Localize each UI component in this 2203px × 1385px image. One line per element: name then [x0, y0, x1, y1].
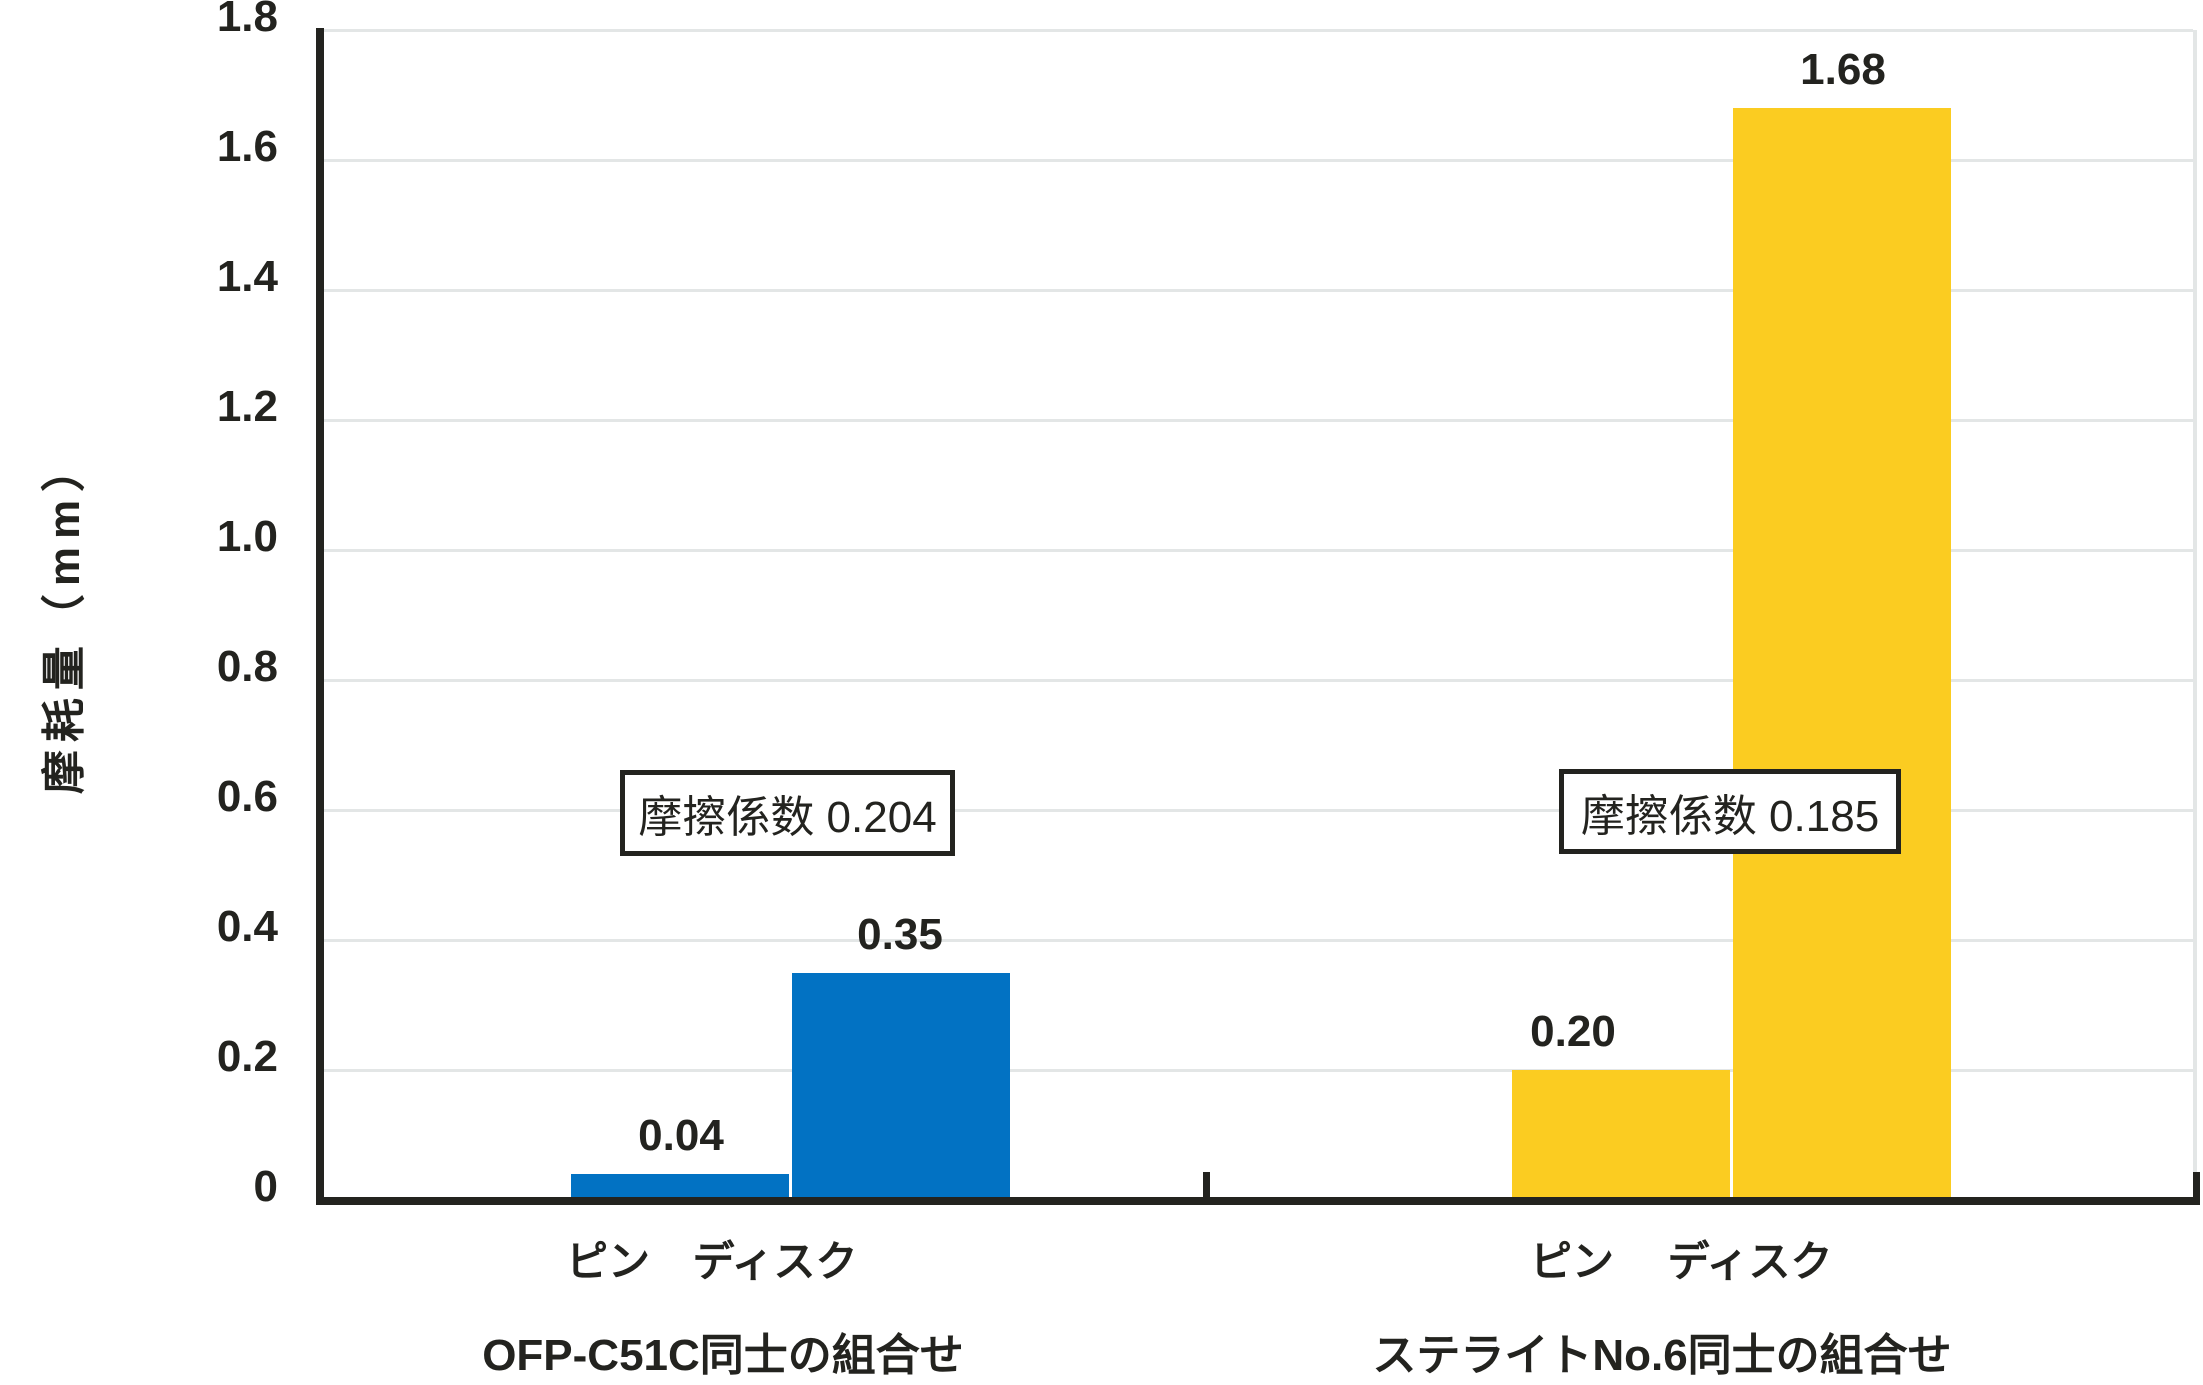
gridline — [324, 679, 2193, 682]
gridline — [324, 1069, 2193, 1072]
bar-value-label: 0.35 — [857, 910, 943, 959]
gridline — [324, 159, 2193, 162]
x-axis-line — [316, 1197, 2200, 1205]
category-label-pin: ピン — [565, 1238, 651, 1285]
bar-left-disk — [792, 973, 1010, 1200]
y-tick-label: 1.6 — [216, 122, 278, 171]
annotation-friction-coefficient-left-text: 摩擦係数 0.204 — [638, 793, 937, 842]
bar-value-label: 1.68 — [1800, 45, 1886, 94]
x-axis-tick — [2193, 1172, 2200, 1200]
y-tick-label: 1.0 — [216, 512, 278, 561]
bar-left-pin — [571, 1174, 789, 1200]
gridline — [324, 29, 2193, 32]
y-tick-label: 0.4 — [216, 902, 278, 951]
y-axis-title: 摩耗量（mm） — [40, 439, 89, 795]
y-tick-label: 1.8 — [216, 0, 278, 41]
y-tick-label: 1.4 — [216, 252, 278, 301]
y-tick-label: 1.2 — [216, 382, 278, 431]
bar-value-label: 0.04 — [638, 1111, 724, 1160]
category-label-disk: ディスク — [692, 1238, 858, 1285]
y-axis-line — [316, 28, 324, 1205]
category-label-pin: ピン — [1529, 1238, 1615, 1285]
annotation-friction-coefficient-right-text: 摩擦係数 0.185 — [1580, 791, 1880, 841]
gridline — [324, 809, 2193, 812]
bar-right-disk — [1733, 108, 1951, 1200]
gridline — [324, 549, 2193, 552]
plot-right-border — [2193, 30, 2197, 1200]
y-tick-label: 0.2 — [216, 1032, 278, 1081]
y-tick-label: 0.6 — [216, 772, 278, 821]
bar-right-pin — [1512, 1070, 1730, 1200]
group-label-stellite-no6: ステライトNo.6同士の組合せ — [1372, 1331, 1952, 1380]
gridline — [324, 939, 2193, 942]
gridline — [324, 289, 2193, 292]
category-label-disk: ディスク — [1667, 1238, 1833, 1285]
annotation-friction-coefficient-left: 摩擦係数 0.204 — [620, 770, 955, 856]
y-tick-label: 0 — [253, 1162, 278, 1211]
annotation-friction-coefficient-right: 摩擦係数 0.185 — [1559, 769, 1901, 854]
x-axis-tick — [1203, 1172, 1210, 1200]
bar-value-label: 0.20 — [1530, 1007, 1616, 1056]
gridline — [324, 419, 2193, 422]
y-tick-label: 0.8 — [216, 642, 278, 691]
group-label-ofp-c51c: OFP-C51C同士の組合せ — [482, 1331, 964, 1380]
